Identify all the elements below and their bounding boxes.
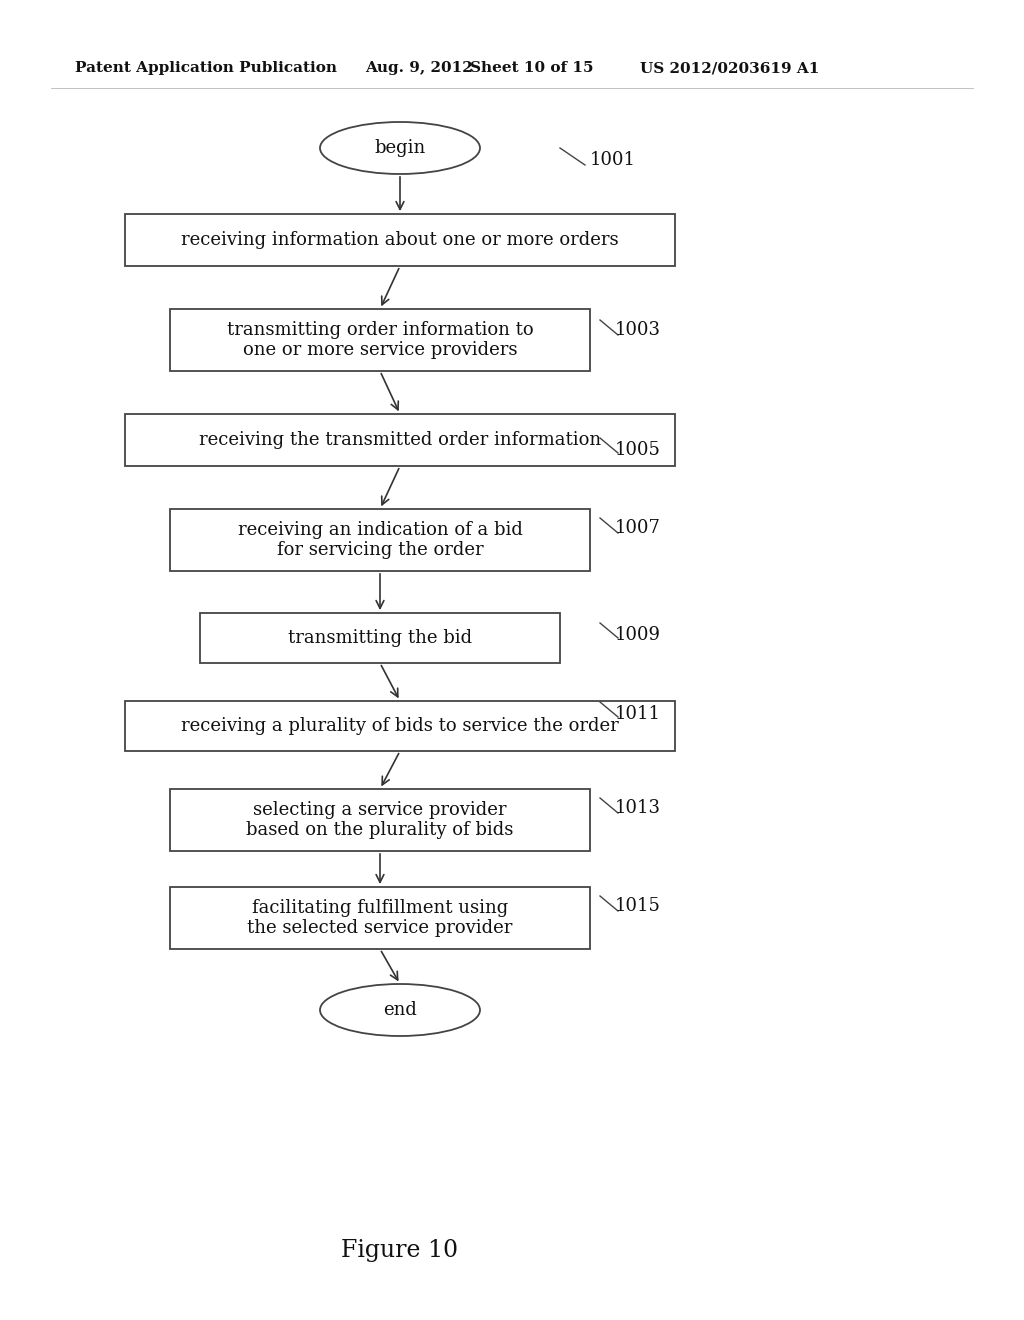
Text: end: end (383, 1001, 417, 1019)
Text: Figure 10: Figure 10 (341, 1238, 459, 1262)
Text: US 2012/0203619 A1: US 2012/0203619 A1 (640, 61, 819, 75)
Text: receiving the transmitted order information: receiving the transmitted order informat… (199, 432, 601, 449)
Text: 1013: 1013 (615, 799, 662, 817)
FancyBboxPatch shape (125, 701, 675, 751)
Text: receiving a plurality of bids to service the order: receiving a plurality of bids to service… (181, 717, 618, 735)
Text: facilitating fulfillment using
the selected service provider: facilitating fulfillment using the selec… (248, 899, 513, 937)
Text: 1015: 1015 (615, 898, 660, 915)
Text: Sheet 10 of 15: Sheet 10 of 15 (470, 61, 594, 75)
Text: transmitting the bid: transmitting the bid (288, 630, 472, 647)
FancyBboxPatch shape (170, 789, 590, 851)
Text: 1003: 1003 (615, 321, 662, 339)
Ellipse shape (319, 121, 480, 174)
FancyBboxPatch shape (200, 612, 560, 663)
Text: transmitting order information to
one or more service providers: transmitting order information to one or… (226, 321, 534, 359)
Text: 1001: 1001 (590, 150, 636, 169)
Text: begin: begin (375, 139, 426, 157)
Text: 1009: 1009 (615, 626, 662, 644)
Text: selecting a service provider
based on the plurality of bids: selecting a service provider based on th… (247, 801, 514, 840)
Text: receiving an indication of a bid
for servicing the order: receiving an indication of a bid for ser… (238, 520, 522, 560)
Text: 1007: 1007 (615, 519, 660, 537)
Text: receiving information about one or more orders: receiving information about one or more … (181, 231, 618, 249)
Text: Patent Application Publication: Patent Application Publication (75, 61, 337, 75)
Ellipse shape (319, 983, 480, 1036)
Text: 1011: 1011 (615, 705, 662, 723)
Text: Aug. 9, 2012: Aug. 9, 2012 (365, 61, 473, 75)
FancyBboxPatch shape (170, 887, 590, 949)
FancyBboxPatch shape (125, 414, 675, 466)
FancyBboxPatch shape (170, 510, 590, 572)
FancyBboxPatch shape (170, 309, 590, 371)
FancyBboxPatch shape (125, 214, 675, 267)
Text: 1005: 1005 (615, 441, 660, 459)
